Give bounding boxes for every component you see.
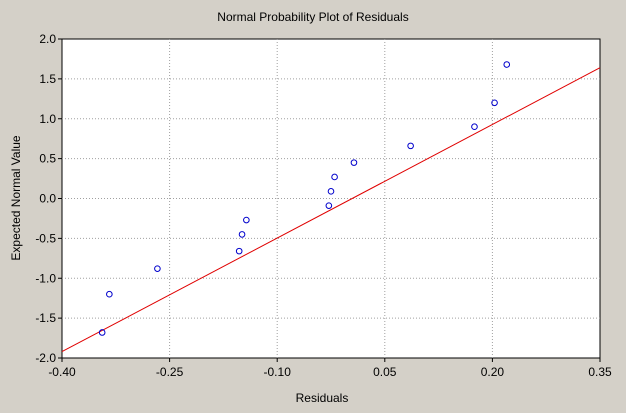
y-tick-label: 0.0 <box>39 192 56 206</box>
data-point <box>238 231 246 238</box>
x-tick-label: 0.20 <box>481 365 505 379</box>
data-point <box>106 290 113 298</box>
x-axis-ticks: -0.40 -0.25 -0.10 0.05 0.20 0.35 <box>48 358 612 379</box>
data-point <box>471 123 478 131</box>
data-point <box>154 265 161 272</box>
x-tick-label: -0.10 <box>264 365 292 379</box>
data-point <box>325 202 333 209</box>
x-tick-label: 0.05 <box>373 365 397 379</box>
y-axis-label: Expected Normal Value <box>9 135 23 261</box>
data-point <box>243 216 250 224</box>
x-tick-label: -0.25 <box>156 365 184 379</box>
grid <box>62 39 600 358</box>
data-point <box>491 99 498 107</box>
y-tick-label: -1.5 <box>35 311 56 325</box>
y-tick-label: 1.5 <box>39 72 56 86</box>
y-tick-label: -1.0 <box>35 271 56 285</box>
y-tick-label: -2.0 <box>35 351 56 365</box>
y-tick-label: 0.5 <box>39 152 56 166</box>
data-point <box>331 173 338 181</box>
data-point <box>235 247 243 255</box>
x-axis-label: Residuals <box>296 391 349 405</box>
data-point <box>407 142 414 150</box>
y-tick-label: -0.5 <box>35 231 56 245</box>
y-axis-ticks: 2.0 1.5 1.0 0.5 0.0 -0.5 -1.0 -1.5 -2.0 <box>35 32 62 365</box>
data-point <box>503 61 511 68</box>
fit-line-layer <box>61 67 601 353</box>
chart-title: Normal Probability Plot of Residuals <box>217 10 408 24</box>
y-tick-label: 2.0 <box>39 32 56 46</box>
y-tick-label: 1.0 <box>39 112 56 126</box>
data-point <box>350 159 358 166</box>
x-tick-label: 0.35 <box>588 365 612 379</box>
plot-area <box>61 38 601 359</box>
x-tick-label: -0.40 <box>48 365 76 379</box>
data-point <box>327 188 335 195</box>
points-layer <box>98 61 511 336</box>
data-point <box>98 329 106 336</box>
fit-line <box>61 67 601 353</box>
